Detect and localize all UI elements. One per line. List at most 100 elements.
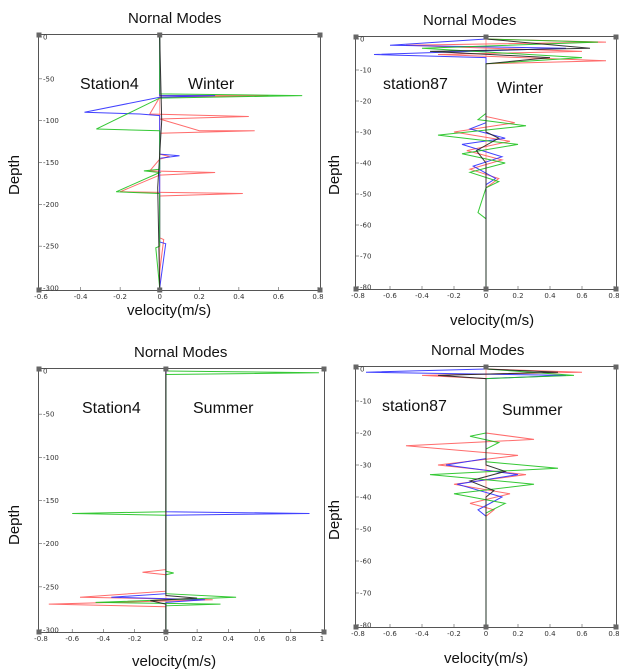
axis-marker xyxy=(36,287,42,293)
x-tick-label: -0.4 xyxy=(97,635,111,643)
x-tick-label: 1 xyxy=(320,635,324,643)
season-label: Winter xyxy=(188,76,235,93)
mode-series-4 xyxy=(150,371,198,630)
x-axis-label: velocity(m/s) xyxy=(444,650,529,667)
y-tick-label: -70 xyxy=(360,590,371,598)
x-tick-label: 0.6 xyxy=(254,635,266,643)
axis-marker xyxy=(36,366,42,372)
x-axis-label: velocity(m/s) xyxy=(450,312,535,329)
axis-marker xyxy=(163,366,169,372)
y-tick-label: -200 xyxy=(43,540,59,548)
chart-svg: -0.6 -0.4 -0.2 0 0.2 0.4 0.6 0.8 0 -50 -100 -150 -20… xyxy=(34,32,324,301)
x-tick-label: 0.4 xyxy=(544,630,556,638)
chart-svg: -0.8 -0.6 -0.4 -0.2 0 0.2 0.4 0.6 0.8 1 0 -50 -100 -1… xyxy=(34,366,327,643)
y-tick-label: -50 xyxy=(360,191,371,199)
axis-marker xyxy=(613,34,619,40)
y-tick-label: -250 xyxy=(43,243,59,251)
y-tick-label: -70 xyxy=(360,253,371,261)
y-tick-label: -60 xyxy=(360,222,371,230)
axis-marker xyxy=(353,34,359,40)
mode-series-4 xyxy=(429,38,591,287)
chart-title: Nornal Modes xyxy=(128,10,222,27)
x-tick-label: 0.6 xyxy=(576,292,588,300)
y-tick-label: -40 xyxy=(360,160,371,168)
y-tick-label: -20 xyxy=(360,430,371,438)
y-tick-label: 0 xyxy=(43,34,47,42)
chart-title: Nornal Modes xyxy=(423,12,517,29)
axis-marker xyxy=(613,286,619,292)
mode-series-1 xyxy=(48,371,213,630)
axis-marker xyxy=(317,32,323,38)
axis-marker xyxy=(157,32,163,38)
x-tick-label: -0.8 xyxy=(351,630,365,638)
plot-area: -0.8 -0.6 -0.4 -0.2 0 0.2 0.4 0.6 0.8 0 -10 -20 -30 -… xyxy=(351,34,619,300)
x-axis-label: velocity(m/s) xyxy=(132,653,217,670)
station-label: station87 xyxy=(383,76,448,93)
mode-series-2 xyxy=(84,37,216,289)
x-tick-label: 0 xyxy=(157,293,161,301)
season-label: Summer xyxy=(502,402,563,419)
mode-series-4 xyxy=(437,368,559,625)
x-axis-label: velocity(m/s) xyxy=(127,302,212,319)
axis-marker xyxy=(321,366,327,372)
x-tick-label: -0.8 xyxy=(34,635,48,643)
plot-area: -0.8 -0.6 -0.4 -0.2 0 0.2 0.4 0.6 0.8 0 -10 -20 -30 -… xyxy=(351,364,619,638)
x-tick-label: 0.8 xyxy=(285,635,296,643)
x-tick-label: 0.8 xyxy=(608,630,619,638)
axis-marker xyxy=(483,624,489,630)
y-tick-label: -80 xyxy=(360,622,371,630)
x-tick-label: 0.4 xyxy=(544,292,556,300)
x-tick-label: 0.4 xyxy=(223,635,235,643)
x-tick-label: 0.2 xyxy=(512,630,523,638)
x-tick-label: 0.4 xyxy=(233,293,245,301)
mode-series-2 xyxy=(365,368,567,625)
y-tick-label: -40 xyxy=(360,494,371,502)
x-tick-label: -0.6 xyxy=(65,635,79,643)
x-tick-label: -0.6 xyxy=(383,292,397,300)
x-tick-label: -0.6 xyxy=(34,293,48,301)
y-tick-label: -50 xyxy=(360,526,371,534)
x-tick-label: 0.6 xyxy=(273,293,285,301)
x-tick-label: 0.8 xyxy=(312,293,323,301)
x-tick-label: -0.6 xyxy=(383,630,397,638)
x-tick-label: -0.2 xyxy=(128,635,142,643)
y-tick-label: -300 xyxy=(43,285,59,293)
y-tick-label: -10 xyxy=(360,67,371,75)
x-tick-label: 0 xyxy=(164,635,168,643)
mode-series-1 xyxy=(119,37,269,288)
chart-title: Nornal Modes xyxy=(431,342,525,359)
chart-title: Nornal Modes xyxy=(134,344,228,361)
y-tick-label: -150 xyxy=(43,159,59,167)
axis-marker xyxy=(36,629,42,635)
axis-marker xyxy=(353,286,359,292)
y-tick-label: -30 xyxy=(360,129,371,137)
x-tick-label: -0.8 xyxy=(351,292,365,300)
axis-marker xyxy=(613,364,619,370)
x-tick-label: 0.6 xyxy=(576,630,588,638)
x-tick-label: 0.2 xyxy=(192,635,203,643)
axis-marker xyxy=(163,629,169,635)
x-tick-label: 0.8 xyxy=(608,292,619,300)
axis-marker xyxy=(483,364,489,370)
y-axis-label: Depth xyxy=(6,504,23,545)
axis-marker xyxy=(317,287,323,293)
station-label: Station4 xyxy=(80,76,139,93)
y-tick-label: -30 xyxy=(360,462,371,470)
y-tick-label: -100 xyxy=(43,117,59,125)
x-tick-label: -0.4 xyxy=(74,293,88,301)
x-tick-label: 0.2 xyxy=(512,292,523,300)
y-tick-label: -60 xyxy=(360,558,371,566)
axis-marker xyxy=(321,629,327,635)
y-tick-label: -50 xyxy=(43,75,54,83)
season-label: Summer xyxy=(193,400,254,417)
y-tick-label: 0 xyxy=(360,366,364,374)
axis-marker xyxy=(353,364,359,370)
x-tick-label: -0.4 xyxy=(415,292,429,300)
chart-svg: -0.8 -0.6 -0.4 -0.2 0 0.2 0.4 0.6 0.8 0 -10 -20 -30 -… xyxy=(351,34,619,300)
plot-area: -0.8 -0.6 -0.4 -0.2 0 0.2 0.4 0.6 0.8 1 0 -50 -100 -1… xyxy=(34,366,327,643)
y-tick-label: -10 xyxy=(360,398,371,406)
y-tick-label: -80 xyxy=(360,284,371,292)
x-tick-label: 0 xyxy=(484,630,488,638)
mode-series-4 xyxy=(157,36,163,289)
y-tick-label: -200 xyxy=(43,201,59,209)
